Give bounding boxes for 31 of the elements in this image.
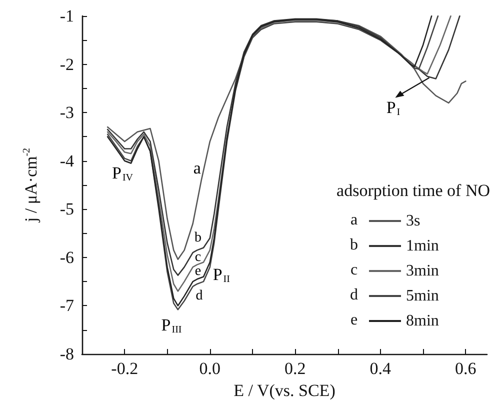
legend-label: 1min (406, 238, 439, 254)
text: b (194, 230, 202, 246)
legend-title: adsorption time of NO (336, 181, 490, 200)
y-tick-label: -4 (60, 151, 74, 170)
y-tick-label: -1 (60, 6, 74, 26)
y-tick-label: -6 (60, 248, 74, 267)
annotation: a (350, 212, 358, 228)
legend-label: 8min (406, 312, 439, 330)
legend-label: 3min (406, 262, 439, 280)
text: e (194, 264, 202, 279)
text: a (193, 158, 201, 178)
y-tick-label: -2 (60, 54, 74, 74)
y-tick-label: -3 (60, 103, 74, 122)
legend-label: 5min (406, 288, 439, 304)
y-tick-label: -7 (60, 296, 74, 316)
text: c (194, 250, 202, 265)
x-axis-title: E / V(vs. SCE) (234, 381, 336, 400)
x-tick-label: 0.6 (455, 359, 476, 378)
annotation: b (350, 236, 358, 254)
x-tick-label: 0.0 (199, 359, 221, 378)
y-tick-label: -8 (60, 344, 74, 364)
x-tick-label: -0.2 (111, 359, 138, 378)
x-tick-label: 0.4 (370, 359, 392, 378)
annotation: e (350, 312, 358, 328)
x-tick-label: 0.2 (284, 359, 306, 378)
y-axis-title: j / μA·cm-2 (22, 148, 40, 224)
annotation: d (350, 286, 358, 304)
legend-label: 3s (406, 212, 420, 230)
annotation: c (350, 262, 358, 278)
y-tick-label: -5 (60, 200, 74, 219)
text: d (196, 288, 203, 304)
